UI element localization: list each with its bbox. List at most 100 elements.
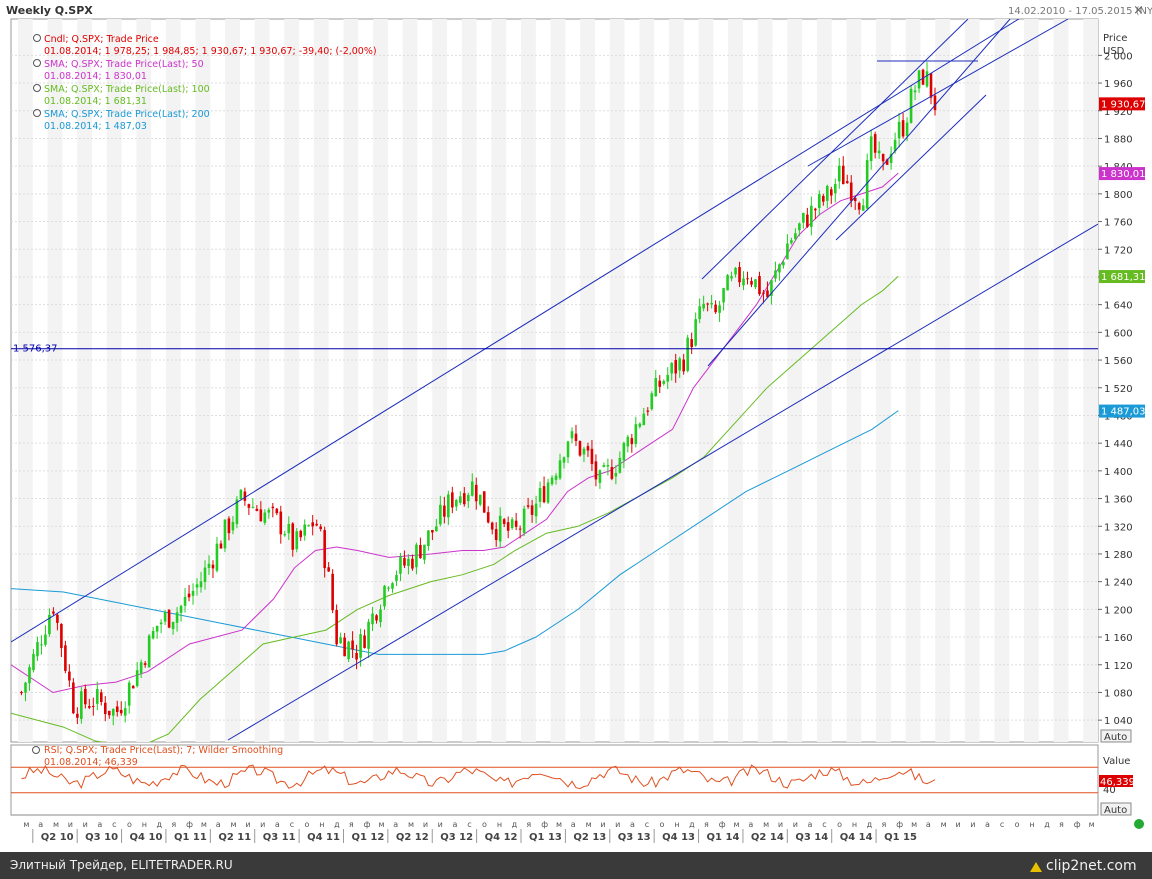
candle-body bbox=[175, 612, 179, 623]
price-tick-label: 1 720 bbox=[1104, 245, 1133, 256]
month-band bbox=[1024, 19, 1039, 742]
candle-body bbox=[726, 275, 729, 291]
candle-body bbox=[44, 634, 47, 645]
candle-body bbox=[60, 623, 63, 649]
legend-series-values: 01.08.2014; 1 830,01 bbox=[44, 71, 147, 82]
candle-body bbox=[327, 567, 330, 572]
month-band bbox=[47, 19, 63, 742]
month-label: о bbox=[127, 820, 132, 829]
candle-body bbox=[291, 523, 295, 550]
price-auto-button[interactable] bbox=[1100, 729, 1132, 743]
candle-body bbox=[48, 614, 51, 635]
upper-channel-line[interactable] bbox=[11, 0, 1098, 643]
month-label: м bbox=[941, 820, 947, 829]
lower-channel-line[interactable] bbox=[227, 223, 1098, 741]
rsi-legend-name: RSI; Q.SPX; Trade Price(Last); 7; Wilder… bbox=[44, 745, 283, 756]
price-tick-label: 1 320 bbox=[1104, 522, 1133, 533]
month-label: с bbox=[645, 820, 649, 829]
candle-body bbox=[762, 292, 765, 294]
month-label: с bbox=[290, 820, 294, 829]
candle-body bbox=[403, 558, 406, 566]
footer-brand: clip2net.com bbox=[1046, 858, 1137, 874]
upper-trend-line[interactable] bbox=[807, 19, 1069, 167]
month-label: и bbox=[615, 820, 620, 829]
candle-body bbox=[758, 276, 761, 295]
rsi-auto-label: Auto bbox=[1104, 805, 1127, 816]
candle-body bbox=[80, 691, 83, 719]
month-label: н bbox=[319, 820, 324, 829]
candle-body bbox=[822, 195, 825, 202]
candle-body bbox=[526, 505, 530, 507]
candle-body bbox=[331, 573, 334, 611]
rising-channel-lower-line[interactable] bbox=[707, 19, 1011, 367]
candle-body bbox=[550, 477, 554, 485]
candle-body bbox=[107, 710, 111, 716]
rsi-axis-tick: 40 bbox=[1103, 785, 1116, 796]
month-band bbox=[550, 19, 566, 742]
candle-body bbox=[885, 159, 889, 165]
month-band bbox=[77, 19, 92, 742]
candle-body bbox=[72, 682, 75, 714]
grid bbox=[11, 19, 1098, 742]
quarter-label: Q2 12 bbox=[396, 832, 429, 843]
candle-body bbox=[231, 521, 235, 531]
candle-body bbox=[415, 544, 418, 568]
rising-channel-upper-line[interactable] bbox=[701, 19, 969, 280]
price-tick-label: 2 000 bbox=[1104, 51, 1133, 62]
candle-body bbox=[303, 524, 307, 536]
month-label: м bbox=[231, 820, 237, 829]
month-label: о bbox=[1015, 820, 1020, 829]
candle-body bbox=[219, 543, 223, 549]
month-label: н bbox=[1029, 820, 1034, 829]
candle-body bbox=[431, 530, 434, 533]
rsi-legend-values: 01.08.2014; 46,339 bbox=[44, 757, 138, 768]
month-label: м bbox=[763, 820, 769, 829]
candle-body bbox=[534, 503, 538, 517]
candle-body bbox=[869, 136, 873, 161]
candle-body bbox=[243, 491, 247, 501]
candle-body bbox=[435, 526, 438, 532]
candle-body bbox=[638, 423, 642, 427]
legend-settings-icon[interactable] bbox=[33, 34, 41, 42]
month-label: м bbox=[408, 820, 414, 829]
month-label: о bbox=[482, 820, 487, 829]
month-label: а bbox=[97, 820, 102, 829]
quarter-label: Q2 11 bbox=[218, 832, 251, 843]
candle-body bbox=[319, 526, 322, 530]
candle-body bbox=[490, 522, 494, 530]
legend-settings-icon[interactable] bbox=[33, 109, 41, 117]
candle-body bbox=[443, 505, 446, 517]
candle-body bbox=[451, 492, 454, 508]
candle-body bbox=[275, 508, 279, 514]
candle-body bbox=[853, 197, 857, 202]
candle-body bbox=[299, 530, 303, 538]
candle-body bbox=[825, 185, 829, 201]
rsi-settings-icon[interactable] bbox=[32, 746, 40, 754]
legend-series-name: SMA; Q.SPX; Trade Price(Last); 200 bbox=[44, 109, 210, 120]
quarter-label: Q4 11 bbox=[307, 832, 340, 843]
candle-body bbox=[933, 95, 937, 111]
candle-body bbox=[263, 512, 267, 523]
candle-body bbox=[119, 709, 123, 714]
price-badge bbox=[1099, 270, 1145, 284]
rsi-auto-button[interactable] bbox=[1100, 802, 1132, 816]
candlesticks bbox=[20, 62, 937, 726]
trendlines[interactable] bbox=[11, 0, 1098, 741]
price-axis-unit: USD bbox=[1103, 46, 1125, 57]
candle-body bbox=[618, 457, 622, 473]
close-icon[interactable]: × bbox=[1133, 3, 1144, 18]
legend-settings-icon[interactable] bbox=[33, 84, 41, 92]
candle-body bbox=[686, 337, 689, 371]
month-band bbox=[757, 19, 773, 742]
candle-body bbox=[486, 512, 490, 523]
short-channel-line[interactable] bbox=[835, 94, 987, 241]
candle-body bbox=[279, 511, 283, 535]
horizontal-level-label: 1 576,37 bbox=[13, 344, 58, 355]
sma50-line bbox=[11, 172, 899, 694]
candle-body bbox=[710, 302, 713, 305]
price-badges: 1 930,67 1 830,01 1 681,31 1 487,03 bbox=[1099, 97, 1146, 418]
candle-body bbox=[462, 493, 466, 505]
candle-body bbox=[678, 358, 681, 371]
legend-settings-icon[interactable] bbox=[33, 59, 41, 67]
